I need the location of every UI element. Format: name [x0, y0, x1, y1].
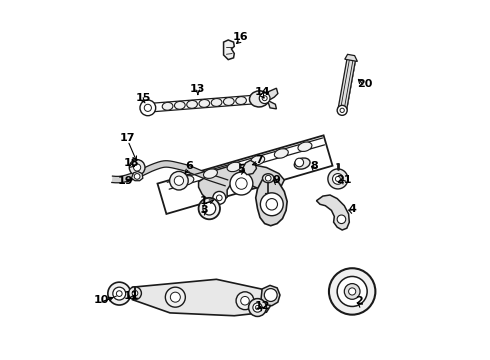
Circle shape: [134, 164, 141, 171]
Polygon shape: [268, 88, 278, 109]
Ellipse shape: [223, 98, 234, 105]
Text: 6: 6: [186, 161, 194, 171]
Text: 4: 4: [348, 203, 356, 213]
Circle shape: [295, 158, 304, 167]
Text: 11: 11: [123, 291, 139, 301]
Circle shape: [174, 176, 184, 185]
Circle shape: [198, 198, 220, 219]
Circle shape: [260, 193, 283, 216]
Circle shape: [132, 291, 138, 296]
Circle shape: [117, 291, 122, 296]
Text: 9: 9: [272, 175, 280, 185]
Circle shape: [333, 174, 343, 184]
Ellipse shape: [211, 99, 222, 107]
Circle shape: [129, 159, 145, 175]
Ellipse shape: [294, 158, 310, 169]
Text: 10: 10: [94, 295, 109, 305]
Text: 7: 7: [255, 156, 263, 165]
Polygon shape: [256, 176, 287, 226]
Ellipse shape: [298, 142, 312, 152]
Polygon shape: [317, 195, 349, 230]
Circle shape: [344, 284, 360, 299]
Circle shape: [262, 96, 267, 101]
Polygon shape: [345, 54, 357, 62]
Text: 15: 15: [136, 93, 151, 103]
Circle shape: [328, 169, 348, 189]
Circle shape: [337, 276, 367, 306]
Polygon shape: [242, 160, 256, 175]
Ellipse shape: [187, 100, 197, 108]
Ellipse shape: [251, 156, 265, 165]
Ellipse shape: [236, 96, 246, 104]
Polygon shape: [223, 40, 234, 60]
Ellipse shape: [274, 149, 288, 158]
Text: 18: 18: [123, 158, 139, 168]
Text: 8: 8: [311, 161, 319, 171]
Circle shape: [140, 100, 156, 116]
Text: 14: 14: [254, 87, 270, 98]
Text: 21: 21: [337, 175, 352, 185]
Text: 17: 17: [120, 133, 136, 143]
Circle shape: [236, 292, 254, 310]
Circle shape: [213, 192, 226, 204]
Text: 20: 20: [357, 78, 372, 89]
Circle shape: [335, 176, 341, 181]
Ellipse shape: [174, 102, 185, 109]
Text: 13: 13: [190, 84, 205, 94]
Polygon shape: [261, 285, 280, 306]
Circle shape: [259, 93, 270, 104]
Circle shape: [108, 282, 131, 305]
Circle shape: [348, 288, 356, 295]
Text: 1: 1: [200, 197, 208, 206]
Circle shape: [230, 172, 253, 195]
Text: 2: 2: [355, 296, 363, 306]
Circle shape: [165, 287, 185, 307]
Polygon shape: [338, 59, 355, 111]
Circle shape: [113, 287, 126, 300]
Circle shape: [248, 298, 267, 316]
Polygon shape: [131, 171, 143, 181]
Circle shape: [340, 108, 344, 112]
Ellipse shape: [162, 102, 173, 110]
Circle shape: [337, 105, 347, 115]
Ellipse shape: [227, 162, 241, 172]
Text: 3: 3: [200, 205, 208, 215]
Circle shape: [144, 104, 151, 111]
Ellipse shape: [180, 176, 194, 185]
Circle shape: [171, 292, 180, 302]
Circle shape: [217, 195, 222, 201]
Circle shape: [236, 178, 247, 189]
Polygon shape: [112, 161, 228, 186]
Polygon shape: [157, 135, 333, 214]
Circle shape: [264, 289, 277, 301]
Circle shape: [241, 296, 249, 305]
Circle shape: [255, 305, 260, 310]
Circle shape: [329, 268, 375, 315]
Circle shape: [203, 202, 216, 215]
Ellipse shape: [203, 169, 218, 179]
Ellipse shape: [263, 174, 274, 183]
Circle shape: [337, 215, 346, 224]
Circle shape: [266, 175, 271, 181]
Polygon shape: [132, 279, 273, 316]
Text: 5: 5: [238, 164, 245, 174]
Text: 12: 12: [254, 301, 270, 311]
Ellipse shape: [249, 91, 269, 107]
Text: 19: 19: [118, 176, 133, 186]
Circle shape: [266, 199, 277, 210]
Ellipse shape: [199, 99, 210, 107]
Polygon shape: [198, 164, 284, 202]
Circle shape: [170, 171, 188, 190]
Circle shape: [128, 287, 142, 300]
Circle shape: [253, 303, 262, 312]
Text: 16: 16: [233, 32, 248, 42]
Circle shape: [134, 174, 140, 179]
